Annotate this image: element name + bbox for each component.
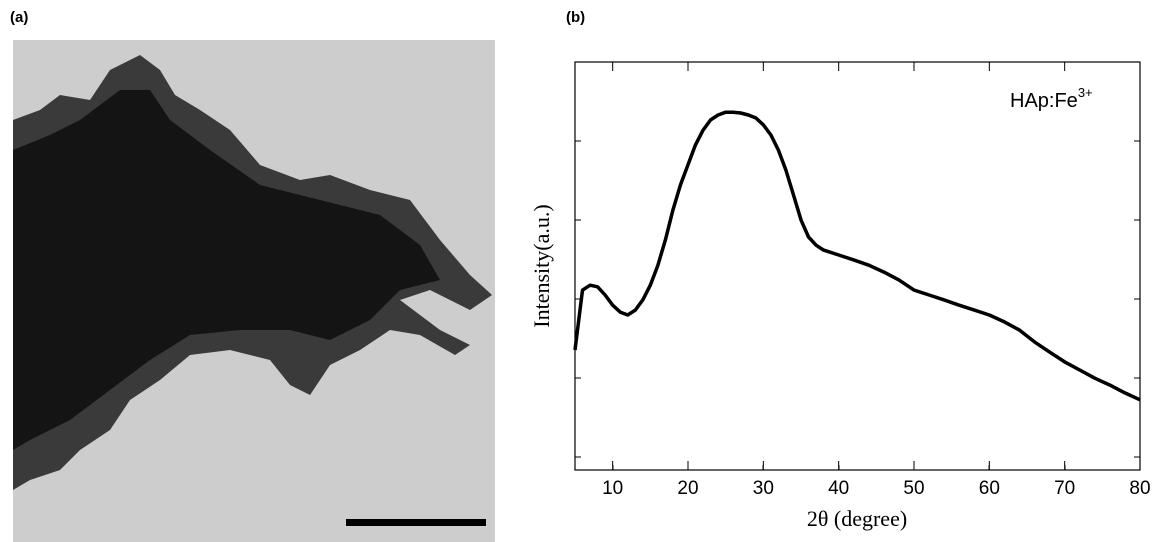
panel-label: (b) [566, 9, 585, 26]
annotation: HAp:Fe3+ [1010, 85, 1093, 112]
x-tick-label: 60 [979, 478, 1000, 499]
x-tick-label: 80 [1129, 478, 1150, 499]
minor-ticks [575, 140, 1140, 470]
x-tick-label: 70 [1054, 478, 1075, 499]
x-tick-label: 50 [903, 478, 924, 499]
x-tick-label: 40 [828, 478, 849, 499]
x-axis-label: 2θ (degree) [807, 506, 907, 531]
annotation-text: HAp:Fe [1010, 90, 1078, 112]
y-axis-label: Intensity(a.u.) [529, 204, 554, 327]
plot-frame [574, 61, 1141, 471]
particle-core [13, 90, 440, 450]
x-tick-label: 30 [753, 478, 774, 499]
data-line [573, 110, 1141, 402]
scale-bar [346, 519, 486, 526]
panel-label: (a) [10, 9, 28, 26]
x-tick-label: 20 [677, 478, 698, 499]
annotation-superscript: 3+ [1078, 85, 1093, 100]
micrograph [13, 40, 495, 542]
x-tick-label: 10 [602, 478, 623, 499]
